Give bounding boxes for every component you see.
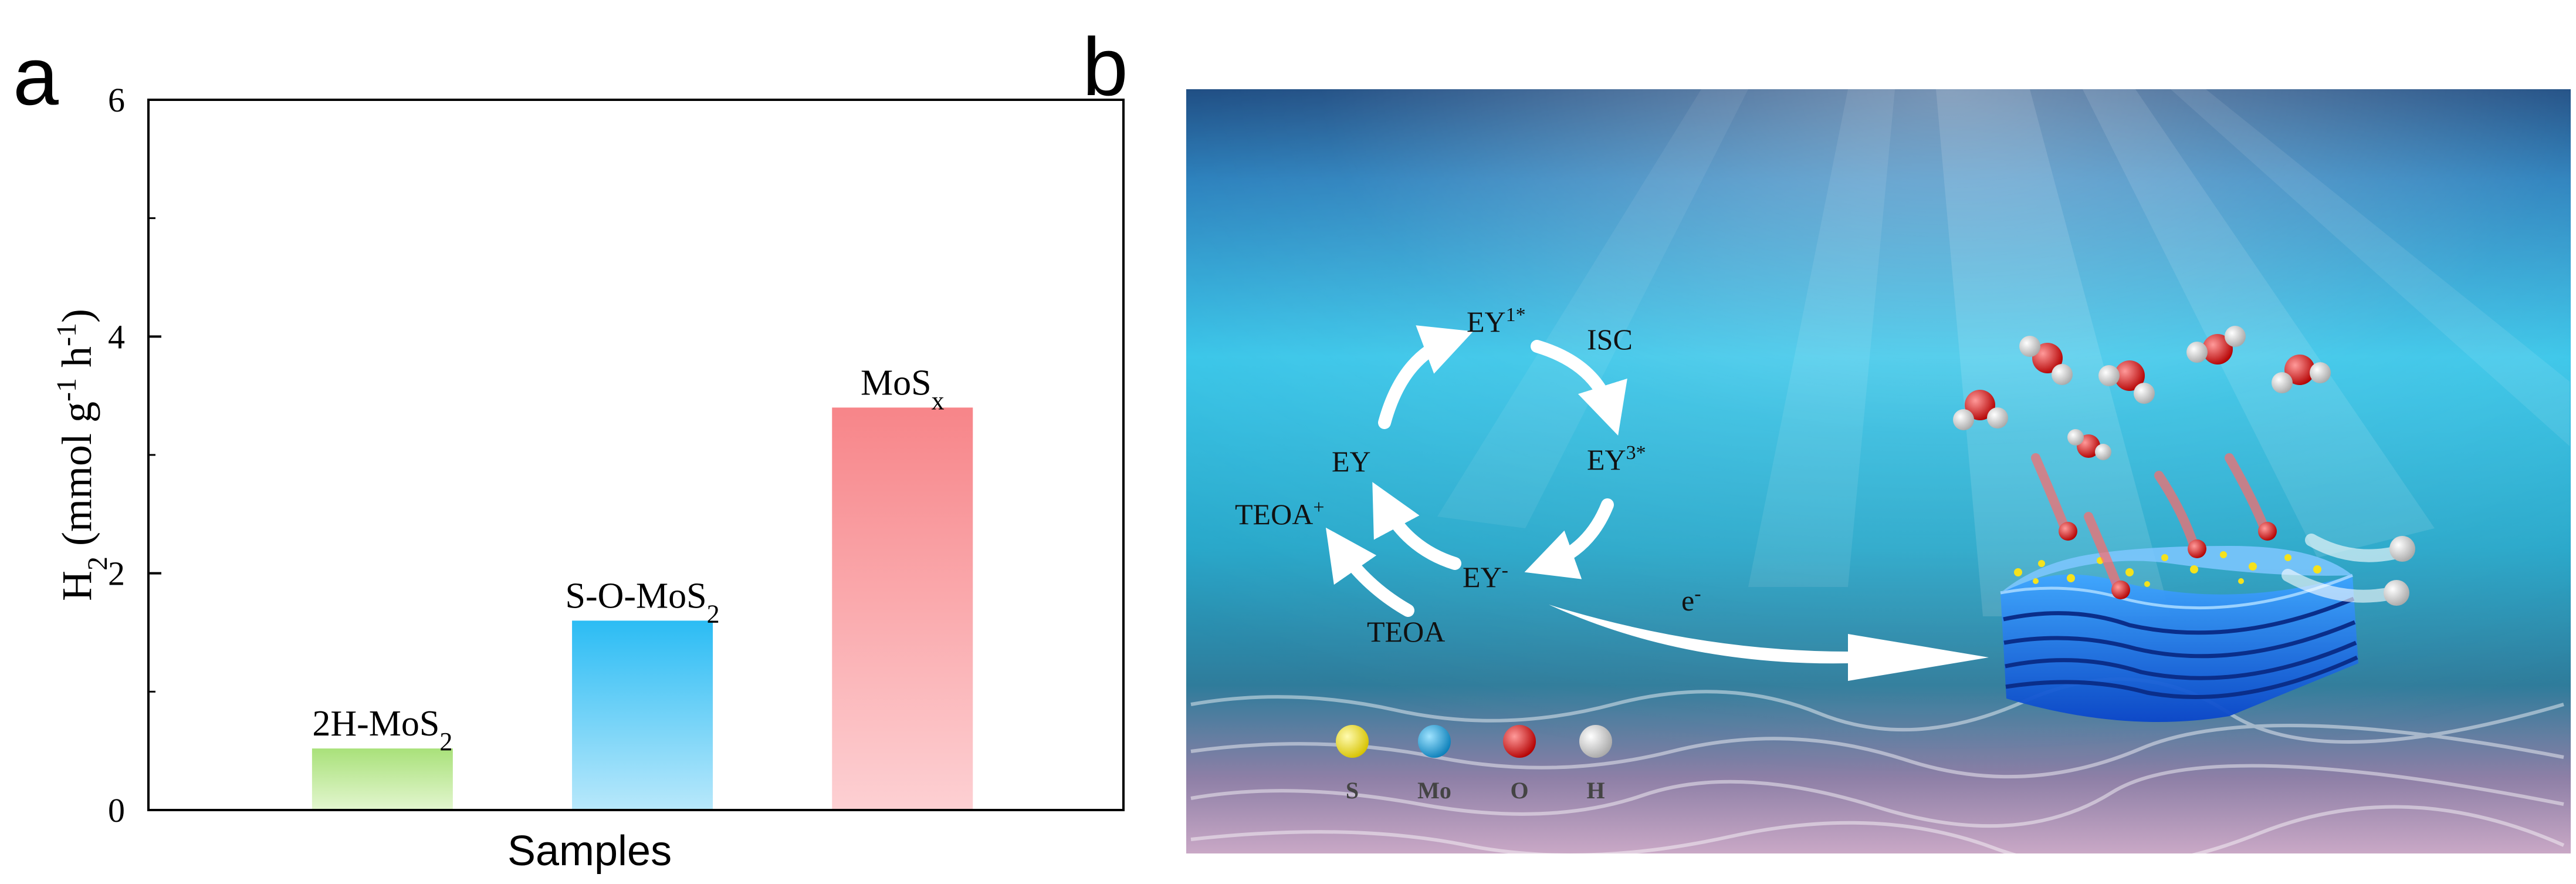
label-ey: EY [1332,445,1371,478]
caustic-pattern [1190,677,2565,869]
label-teoa: TEOA [1367,615,1445,648]
legend-label-s: S [1346,777,1359,804]
label-ey3: EY3* [1587,442,1646,477]
bar-chart: 2H-MoS2 S-O-MoS2 MoSx 0 2 4 6 Samples H2 (mmo… [51,81,1125,875]
bar-label-group: 2H-MoS2 S-O-MoS2 MoSx [312,363,944,755]
bar-group [312,407,973,810]
label-teoa-plus: TEOA+ [1235,497,1325,531]
arrow-ey-to-ey1 [1378,325,1474,429]
legend-label-h: H [1586,777,1605,804]
electron-transfer-arrow [1549,605,1989,681]
underwater-illustration: EY1* ISC EY3* EY TEOA+ EY- TEOA e- [1186,89,2571,869]
legend-swatch-o [1503,725,1536,758]
x-axis-label: Samples [507,828,672,875]
y-axis-label: H2 (mmol g-1 h-1) [51,309,113,601]
arrow-eyminus-to-ey [1372,482,1461,570]
bubble-streaks [2031,453,2406,603]
bubble-atoms [2059,522,2415,606]
bar-label-MoSx: MoSx [861,363,945,415]
bar-S-O-MoS2 [572,620,713,810]
bar-label-S-O-MoS2: S-O-MoS2 [565,576,719,628]
legend-label-o: O [1510,777,1528,804]
y-tick-label: 6 [108,81,125,119]
mos2-layer-stack [2000,546,2358,722]
legend-swatch-mo [1418,725,1451,758]
label-isc: ISC [1587,323,1633,356]
y-tick-label: 4 [108,318,125,356]
arrow-ey3-to-eyminus [1524,498,1614,579]
water-molecules [1953,326,2331,460]
bar-label-2H-MoS2: 2H-MoS2 [312,704,452,756]
panel-letter-b: b [1082,21,1128,113]
cycle-arrows [1325,325,1627,617]
bar-2H-MoS2 [312,748,453,810]
legend-swatch-s [1336,725,1369,758]
panel-b: b [1082,21,2571,869]
y-tick-label: 2 [108,555,125,593]
label-ey1: EY1* [1467,304,1526,339]
arrow-teoa [1325,527,1414,617]
y-axis: 0 2 4 6 [108,81,161,829]
label-ey-minus: EY- [1463,559,1508,594]
light-glow [1186,89,2571,853]
legend-swatch-h [1579,725,1612,758]
arrow-isc [1531,340,1627,436]
label-electron: e- [1681,583,1701,618]
atom-legend: S Mo O H [1336,725,1612,804]
bar-MoSx [832,407,973,810]
panel-a: a 2H-MoS2 S-O-MoS2 MoSx 0 2 4 6 Samples H2 (m… [13,30,1125,875]
y-tick-label: 0 [108,791,125,829]
legend-label-mo: Mo [1417,777,1451,804]
panel-letter-a: a [13,30,59,122]
